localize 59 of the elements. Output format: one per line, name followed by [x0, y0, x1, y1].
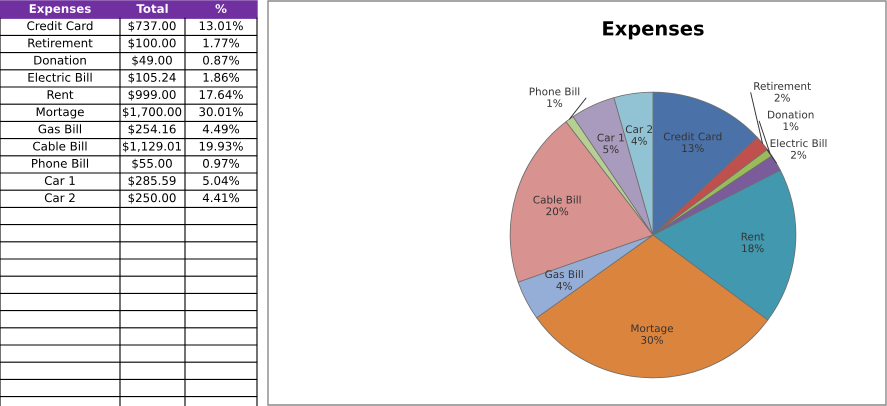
slice-label: Donation	[768, 110, 814, 119]
text: $285.59	[128, 176, 176, 187]
text: $254.16	[128, 124, 176, 135]
text: 1.77%	[204, 38, 240, 48]
data-label: 13%	[682, 144, 704, 152]
category-label: Electric Bill	[28, 72, 92, 82]
text: Total	[136, 4, 168, 14]
category-label: Car 2	[44, 193, 75, 202]
slice-label: Gas Bill	[545, 270, 583, 278]
text: 0.87%	[203, 56, 240, 65]
data-label: 1%	[784, 122, 798, 130]
category-label: Retirement	[28, 38, 92, 48]
category-label: Mortage	[36, 107, 84, 119]
slice-label: Phone Bill	[530, 87, 580, 96]
slice-label: Rent	[742, 232, 764, 241]
text: 19.93%	[200, 142, 243, 151]
text: 5.04%	[203, 176, 240, 186]
data-label: 20%	[546, 207, 568, 216]
text: 1.86%	[204, 72, 240, 82]
data-label: 30%	[641, 336, 664, 344]
data-label: 1%	[547, 99, 562, 108]
text: 30.01%	[199, 107, 243, 116]
category-label: Gas Bill	[38, 124, 82, 134]
slice-label: Electric Bill	[770, 139, 826, 148]
text: $100.00	[128, 38, 176, 49]
category-label: Credit Card	[27, 21, 92, 30]
data-label: 5%	[603, 145, 619, 154]
chart-title: Expenses	[603, 21, 704, 40]
text: 4.41%	[202, 193, 240, 202]
data-label: 4%	[631, 136, 647, 145]
category-label: Phone Bill	[32, 158, 88, 168]
text: $737.00	[128, 21, 176, 32]
text: $55.00	[132, 158, 172, 170]
text: 4.49%	[202, 124, 240, 134]
slice-label: Retirement	[754, 82, 811, 90]
slice-label: Credit Card	[664, 132, 722, 140]
text: 17.64%	[200, 90, 243, 100]
data-label: 2%	[791, 150, 806, 159]
data-label: 2%	[774, 94, 790, 102]
slice-label: Car 1	[597, 134, 624, 142]
category-label: Donation	[34, 55, 86, 65]
text: $250.00	[128, 193, 176, 204]
text: $1,700.00	[122, 107, 182, 118]
text: %	[215, 4, 227, 14]
data-label: 18%	[742, 244, 764, 252]
category-label: Rent	[48, 90, 74, 100]
slice-label: Mortage	[631, 324, 674, 334]
category-label: Car 1	[44, 176, 75, 186]
text: 13.01%	[200, 21, 243, 30]
text: $49.00	[132, 55, 172, 66]
category-label: Cable Bill	[33, 141, 86, 151]
data-label: 4%	[556, 282, 572, 290]
text: 0.97%	[203, 158, 240, 168]
text: $105.24	[128, 72, 176, 84]
slice-label: Car 2	[626, 125, 652, 134]
slice-label: Cable Bill	[533, 196, 581, 204]
text: $1,129.01	[122, 141, 181, 152]
text: $999.00	[128, 90, 176, 101]
text: Expenses	[30, 4, 91, 16]
